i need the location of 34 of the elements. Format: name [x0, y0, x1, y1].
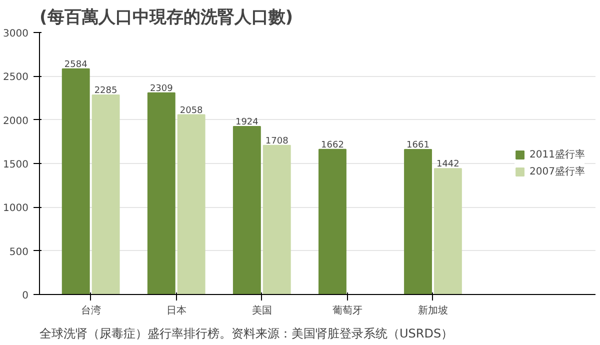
legend-label: 2007盛行率: [530, 165, 585, 178]
y-tick-label: 2000: [3, 116, 29, 127]
bar: [318, 148, 346, 294]
bar: [92, 94, 120, 294]
text: 全球洗肾（尿毒症）盛行率排行榜。资料来源：美国肾脏登录系统（USRDS）: [40, 326, 454, 340]
x-tick-label: 日本: [166, 304, 186, 316]
bar: [62, 68, 90, 294]
data-label: 1661: [406, 140, 430, 150]
y-tick-label: 1500: [3, 160, 29, 170]
x-tick-label: 新加坡: [418, 304, 448, 316]
x-tick-label: 台湾: [80, 304, 101, 316]
bar: [434, 168, 462, 294]
bar: [147, 92, 176, 294]
legend-label: 2011盛行率: [530, 148, 585, 162]
data-label: 2584: [64, 60, 88, 70]
y-tick-label: 500: [9, 246, 29, 258]
data-label: 1924: [235, 117, 259, 128]
data-label: 2309: [150, 84, 174, 94]
bar: [177, 114, 206, 294]
data-label: 1708: [265, 136, 289, 146]
data-label: 1442: [436, 160, 460, 170]
bar: [232, 126, 261, 294]
chart-title: (每百萬人口中現存的洗腎人口數): [40, 8, 294, 28]
y-tick-label: 3000: [3, 28, 29, 40]
bar: [404, 148, 432, 294]
data-label: 2285: [94, 86, 118, 96]
y-tick-label: 2500: [3, 72, 29, 84]
x-tick-label: 葡萄牙: [332, 304, 362, 316]
bar: [262, 144, 291, 294]
data-label: 1662: [321, 140, 344, 150]
y-tick-label: 0: [22, 290, 29, 302]
y-tick-label: 1000: [3, 203, 29, 214]
x-tick-label: 美国: [252, 304, 272, 316]
data-label: 2058: [180, 106, 204, 116]
